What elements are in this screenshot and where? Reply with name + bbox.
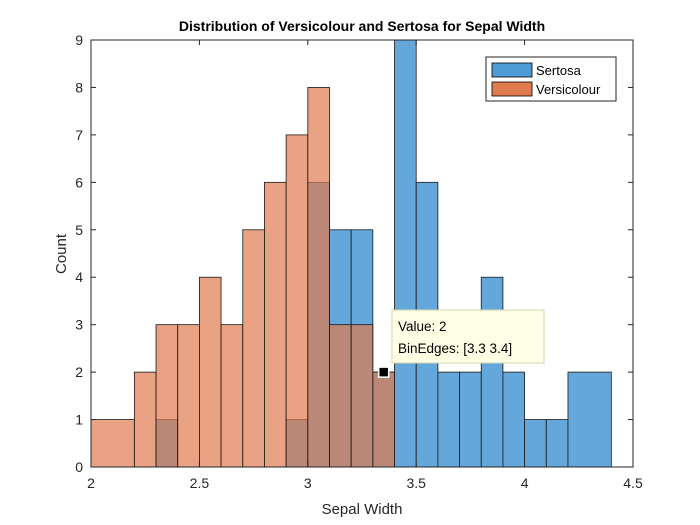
y-tick-label-4: 4 [75, 269, 83, 285]
sertosa-bar-9[interactable] [459, 371, 482, 468]
versicolour-bar-4[interactable] [198, 276, 222, 468]
x-tick-label-1: 2.5 [190, 475, 210, 491]
sertosa-bar-11[interactable] [502, 371, 526, 468]
sertosa-bar-8[interactable] [437, 371, 460, 468]
y-tick-label-7: 7 [75, 127, 83, 143]
y-tick-label-8: 8 [75, 79, 83, 95]
y-tick-label-9: 9 [75, 32, 83, 48]
y-tick-label-6: 6 [75, 174, 83, 190]
x-tick-label-5: 4.5 [623, 475, 643, 491]
x-axis-label: Sepal Width [322, 501, 403, 518]
data-tip[interactable]: Value: 2 BinEdges: [3.3 3.4] [377, 309, 545, 378]
data-tip-bin-edges: BinEdges: [3.3 3.4] [398, 341, 512, 356]
sertosa-bar-12[interactable] [524, 419, 547, 468]
x-tick-label-4: 4 [521, 475, 529, 491]
versicolour-bar-9[interactable] [307, 87, 330, 468]
versicolour-bar-2[interactable] [155, 324, 179, 468]
y-tick-label-2: 2 [75, 364, 83, 380]
legend[interactable]: Sertosa Versicolour [485, 56, 617, 102]
y-tick-label-3: 3 [75, 317, 83, 333]
axes-box [90, 39, 634, 468]
data-tip-box [391, 309, 545, 364]
sertosa-bar-10[interactable] [480, 276, 504, 468]
data-tip-value: Value: 2 [398, 319, 447, 334]
sertosa-bar-6[interactable] [394, 39, 417, 468]
versicolour-bar-5[interactable] [220, 324, 244, 468]
legend-label-versicolour: Versicolour [536, 82, 601, 97]
versicolour-bar-8[interactable] [285, 134, 309, 468]
y-tick-label-0: 0 [75, 459, 83, 475]
y-axis-label: Count [53, 233, 70, 274]
versicolour-bar-1[interactable] [133, 371, 157, 468]
versicolour-bar-7[interactable] [264, 181, 287, 468]
versicolour-bar-3[interactable] [177, 324, 200, 468]
chart-title: Distribution of Versicolour and Sertosa … [179, 18, 545, 34]
versicolour-bar-0[interactable] [90, 419, 135, 468]
sertosa-bar-13[interactable] [545, 419, 569, 468]
y-tick-label-1: 1 [75, 412, 83, 428]
data-tip-marker[interactable] [377, 366, 390, 378]
versicolour-bar-11[interactable] [350, 324, 374, 468]
y-tick-label-5: 5 [75, 222, 83, 238]
sertosa-bar-14[interactable] [567, 371, 612, 468]
versicolour-bar-6[interactable] [242, 229, 265, 468]
versicolour-bar-12[interactable] [372, 371, 395, 468]
x-tick-label-3: 3.5 [406, 475, 426, 491]
legend-swatch-versicolour [491, 81, 533, 97]
x-tick-label-0: 2 [87, 475, 95, 491]
legend-swatch-sertosa [491, 62, 533, 78]
versicolour-bar-10[interactable] [329, 324, 352, 468]
x-tick-label-2: 3 [304, 475, 312, 491]
x-axis-ticks: 2 2.5 3 3.5 4 4.5 [87, 40, 643, 491]
legend-label-sertosa: Sertosa [536, 63, 582, 78]
y-axis-ticks: 0 1 2 3 4 5 6 7 8 9 [75, 32, 633, 475]
